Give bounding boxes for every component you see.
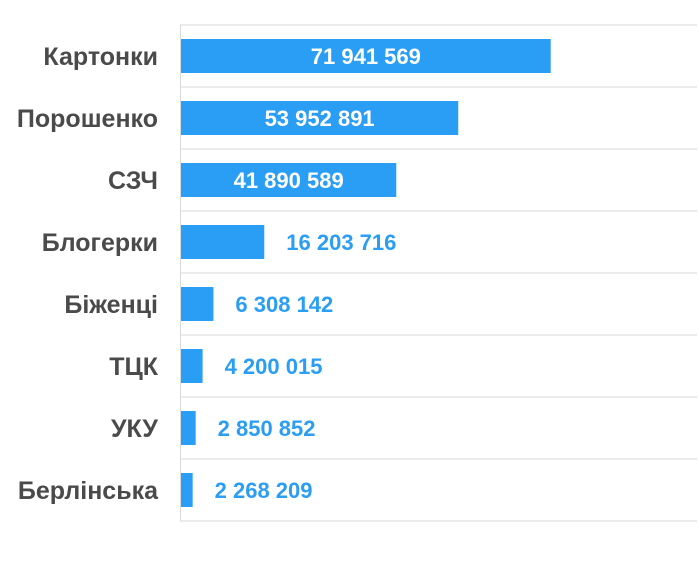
- category-label: Блогерки: [42, 229, 158, 257]
- bar: [181, 473, 193, 507]
- value-label: 2 850 852: [218, 416, 316, 441]
- category-label: Берлінська: [18, 477, 159, 505]
- bar: [181, 411, 196, 445]
- bar: [181, 101, 459, 135]
- value-labels: 71 941 569 53 952 891 41 890 589 16 203 716…: [215, 44, 421, 503]
- category-label: Картонки: [43, 43, 158, 71]
- category-label: УКУ: [111, 415, 158, 443]
- category-label: СЗЧ: [108, 167, 158, 195]
- grid-lines: [180, 24, 697, 522]
- value-label: 4 200 015: [225, 354, 323, 379]
- category-labels: Картонки Порошенко СЗЧ Блогерки Біженці ТЦК УК…: [17, 43, 159, 505]
- category-label: ТЦК: [109, 353, 159, 381]
- value-label: 71 941 569: [311, 44, 421, 69]
- value-label: 53 952 891: [265, 106, 375, 131]
- bars: [181, 39, 551, 507]
- bar: [181, 287, 214, 321]
- bar: [181, 163, 397, 197]
- value-label: 41 890 589: [234, 168, 344, 193]
- category-label: Біженці: [64, 291, 158, 319]
- value-label: 2 268 209: [215, 478, 313, 503]
- bar: [181, 349, 203, 383]
- bar: [181, 39, 551, 73]
- category-label: Порошенко: [17, 105, 158, 133]
- bar: [181, 225, 265, 259]
- value-label: 6 308 142: [235, 292, 333, 317]
- value-label: 16 203 716: [286, 230, 396, 255]
